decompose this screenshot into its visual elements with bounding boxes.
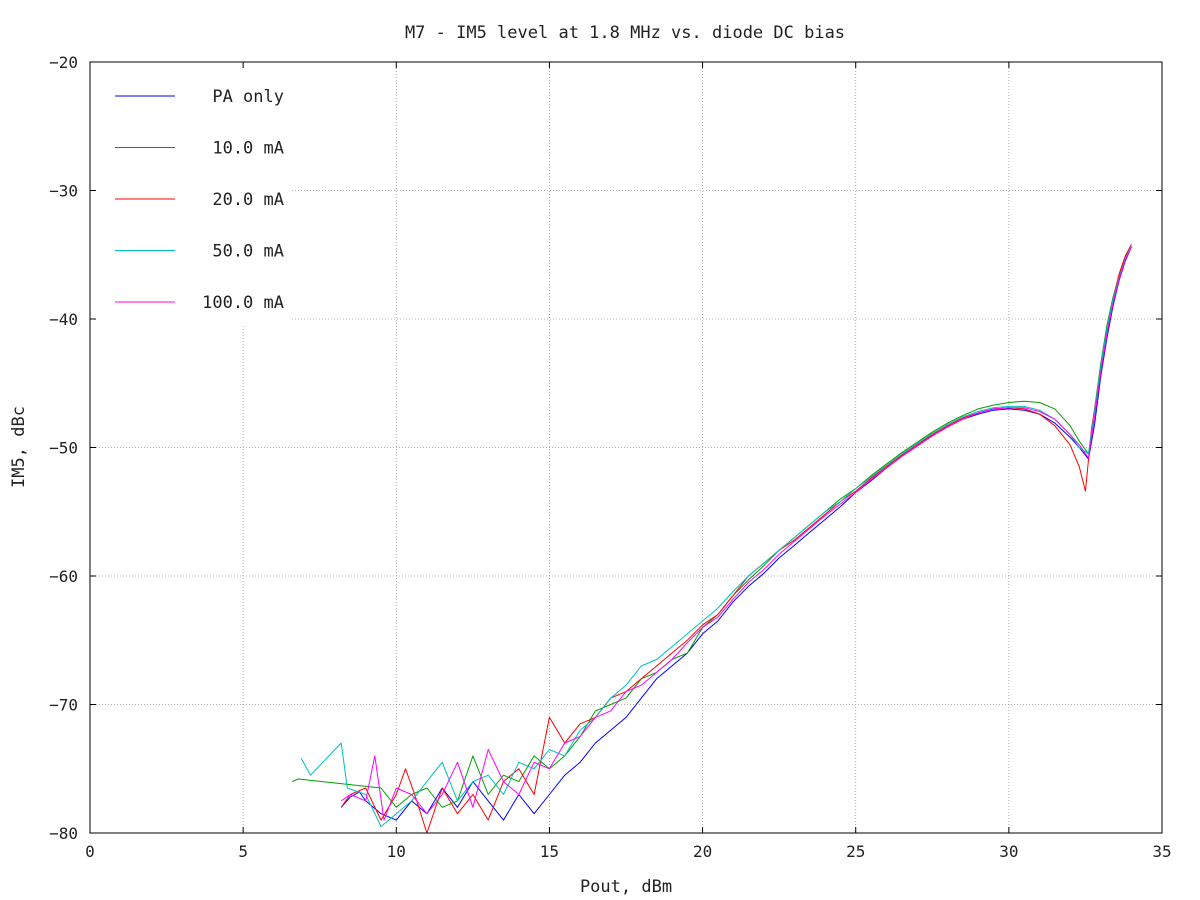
legend-label-4: 100.0 mA — [202, 293, 284, 313]
y-axis-label: IM5, dBc — [9, 406, 29, 488]
legend: PA only 10.0 mA 20.0 mA 50.0 mA 100.0 mA — [115, 87, 284, 313]
series-lines — [291, 244, 1132, 834]
x-tick-label: 5 — [238, 842, 248, 861]
legend-label-1: 10.0 mA — [212, 139, 284, 159]
y-tick-label: −30 — [49, 182, 78, 201]
legend-label-2: 20.0 mA — [212, 190, 284, 210]
series-line-0 — [340, 246, 1132, 821]
x-tick-label: 15 — [540, 842, 559, 861]
x-tick-label: 0 — [85, 842, 95, 861]
y-tick-label: −50 — [49, 439, 78, 458]
grid — [90, 62, 1162, 833]
y-tick-label: −70 — [49, 696, 78, 715]
x-axis-label: Pout, dBm — [580, 877, 672, 897]
y-tick-label: −20 — [49, 53, 78, 72]
legend-label-3: 50.0 mA — [212, 242, 284, 262]
series-line-3 — [300, 245, 1132, 828]
series-line-1 — [291, 245, 1132, 808]
x-tick-label: 35 — [1152, 842, 1171, 861]
y-tick-label: −80 — [49, 824, 78, 843]
x-tick-label: 10 — [387, 842, 406, 861]
x-tick-label: 30 — [999, 842, 1018, 861]
chart-title: M7 - IM5 level at 1.8 MHz vs. diode DC b… — [405, 23, 845, 43]
series-line-4 — [340, 246, 1132, 821]
x-tick-label: 20 — [693, 842, 712, 861]
y-tick-label: −40 — [49, 310, 78, 329]
plot-frame — [89, 61, 1163, 834]
axis-ticks: 0 5 10 15 20 25 30 35 −20 −30 −40 −50 −60 −70 −80 — [49, 53, 1172, 861]
series-line-2 — [340, 244, 1132, 834]
x-tick-label: 25 — [846, 842, 865, 861]
legend-label-0: PA only — [212, 87, 284, 107]
y-tick-label: −60 — [49, 567, 78, 586]
